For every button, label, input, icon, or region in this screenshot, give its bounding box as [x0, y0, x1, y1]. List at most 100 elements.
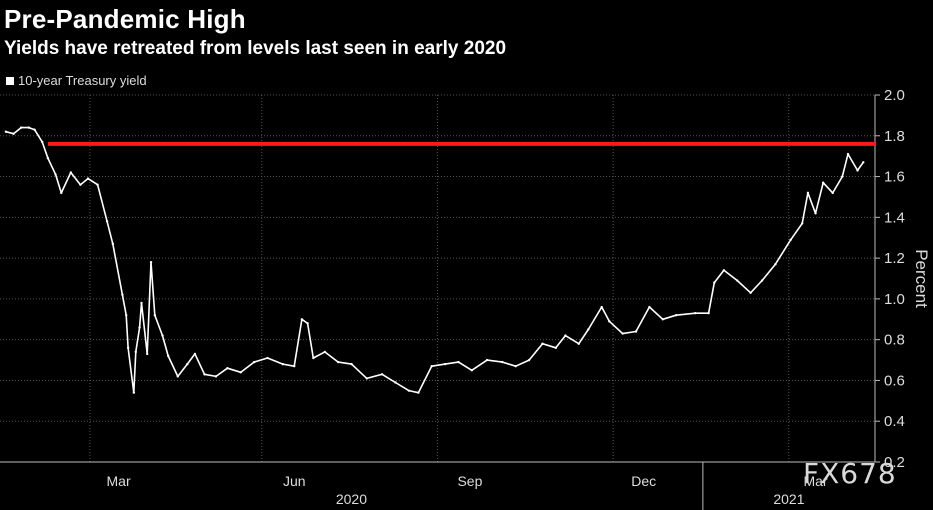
data-point	[126, 346, 130, 350]
data-point	[138, 326, 141, 329]
data-point	[281, 362, 284, 366]
data-point	[621, 332, 624, 335]
data-point	[69, 171, 73, 174]
data-point	[634, 330, 638, 333]
data-point	[380, 373, 384, 376]
data-point	[153, 314, 157, 317]
data-point	[800, 222, 804, 225]
data-point	[417, 391, 420, 394]
y-tick-label: 1.4	[884, 209, 905, 226]
legend: 10-year Treasury yield	[6, 73, 147, 88]
chart-subtitle: Yields have retreated from levels last s…	[4, 38, 507, 59]
data-point	[514, 364, 517, 368]
data-point	[774, 263, 777, 266]
data-point	[266, 356, 269, 360]
data-point	[33, 128, 36, 131]
y-tick-label: 1.8	[884, 128, 905, 145]
data-point	[365, 377, 369, 380]
data-point	[457, 360, 460, 364]
data-point	[350, 362, 353, 366]
data-point	[501, 360, 504, 364]
x-tick-label: Dec	[631, 473, 656, 489]
data-point	[587, 328, 590, 331]
y-tick-label: 0.6	[884, 372, 905, 389]
data-point	[713, 281, 716, 284]
data-point	[125, 314, 128, 317]
data-point	[306, 322, 309, 325]
chart-title: Pre-Pandemic High	[4, 4, 246, 34]
data-point	[226, 367, 229, 370]
data-point	[564, 334, 567, 337]
data-point	[46, 157, 50, 160]
data-point	[193, 352, 197, 356]
data-point	[252, 360, 256, 364]
data-point	[134, 350, 137, 354]
data-point	[312, 356, 315, 360]
data-point	[856, 169, 859, 172]
data-point	[214, 375, 218, 378]
data-point	[111, 242, 115, 246]
data-point	[12, 132, 15, 135]
x-year-label: 2020	[336, 491, 367, 507]
data-point	[19, 126, 23, 129]
x-tick-label: Jun	[283, 473, 306, 489]
y-axis-label: Percent	[912, 249, 931, 308]
data-point	[674, 314, 678, 317]
watermark-text: FX678	[803, 457, 897, 490]
data-point	[722, 269, 726, 272]
data-point	[608, 320, 611, 323]
data-point	[541, 342, 544, 345]
data-point	[527, 358, 531, 362]
data-point	[430, 364, 433, 368]
y-tick-label: 1.0	[884, 291, 905, 308]
series-line	[5, 126, 864, 394]
data-point	[394, 381, 397, 384]
x-tick-label: Sep	[457, 473, 482, 489]
data-point	[4, 130, 8, 133]
data-point	[54, 173, 57, 176]
y-tick-label: 1.6	[884, 169, 905, 186]
data-point	[789, 238, 792, 241]
data-point	[577, 342, 580, 345]
data-point	[736, 279, 739, 282]
data-point	[554, 346, 558, 350]
data-point	[407, 389, 411, 392]
data-point	[239, 371, 242, 374]
data-point	[176, 375, 179, 378]
data-point	[470, 369, 474, 372]
data-point	[105, 220, 109, 223]
data-point	[121, 293, 124, 297]
data-point	[167, 354, 170, 358]
data-point	[814, 212, 817, 215]
y-tick-label: 0.8	[884, 332, 905, 349]
data-point	[846, 152, 850, 156]
y-tick-label: 1.2	[884, 250, 905, 267]
data-point	[149, 260, 153, 264]
y-tick-label: 2.0	[884, 87, 905, 104]
legend-label: 10-year Treasury yield	[18, 73, 147, 88]
data-point	[841, 175, 844, 178]
data-point	[132, 391, 136, 394]
data-point	[806, 191, 810, 195]
data-point	[707, 311, 710, 315]
y-tick-label: 0.2	[884, 454, 905, 471]
x-year-label: 2021	[773, 491, 804, 507]
data-point	[760, 279, 764, 282]
data-point	[300, 318, 304, 321]
data-point	[862, 161, 865, 164]
data-point	[323, 350, 326, 354]
data-point	[336, 360, 340, 364]
data-point	[79, 183, 82, 186]
x-tick-label: Mar	[107, 473, 131, 489]
legend-swatch-icon	[6, 76, 14, 85]
data-point	[161, 334, 164, 337]
data-point	[140, 301, 143, 305]
data-point	[186, 362, 189, 366]
data-point	[694, 311, 697, 315]
data-point	[821, 181, 825, 184]
data-point	[443, 362, 447, 366]
data-point	[60, 191, 63, 195]
data-point	[600, 305, 603, 309]
data-point	[749, 291, 752, 294]
data-point	[293, 364, 296, 368]
